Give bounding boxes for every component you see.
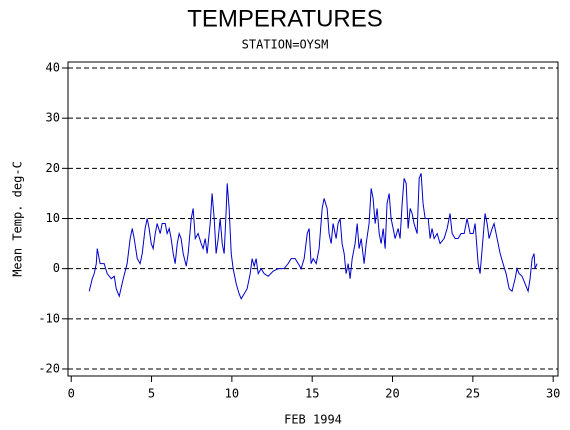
plot-frame [67, 61, 559, 377]
x-axis-label: FEB 1994 [284, 413, 342, 427]
chart-title: TEMPERATURES [187, 5, 383, 32]
x-tick-label: 20 [385, 387, 399, 401]
y-axis-label: Mean Temp. deg-C [11, 161, 25, 277]
x-tick-label: 25 [466, 387, 480, 401]
y-tick-label: -10 [38, 311, 60, 325]
y-tick-label: 40 [46, 61, 60, 75]
x-tick-label: 0 [68, 387, 75, 401]
x-tick-label: 30 [546, 387, 560, 401]
data-line [88, 173, 538, 300]
y-tick-label: 20 [46, 161, 60, 175]
chart-subtitle: STATION=OYSM [242, 38, 329, 52]
x-tick-label: 10 [225, 387, 239, 401]
y-tick-label: 30 [46, 111, 60, 125]
x-tick-label: 5 [148, 387, 155, 401]
y-tick-label: 0 [53, 261, 60, 275]
y-tick-label: -20 [38, 361, 60, 375]
y-tick-label: 10 [46, 211, 60, 225]
x-tick-label: 15 [305, 387, 319, 401]
